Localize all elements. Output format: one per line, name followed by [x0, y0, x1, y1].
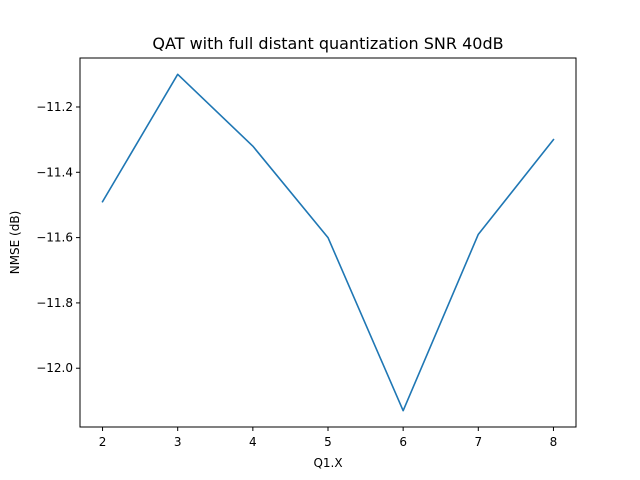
series-layer	[101, 73, 555, 412]
ticks-layer: 2 3 4 5 6 7 8 −11.2 −11.4 −11.6 −11.8 −12.0	[36, 100, 557, 449]
y-tick-label: −11.8	[36, 296, 73, 310]
x-tick-label: 6	[399, 435, 407, 449]
y-tick-label: −11.2	[36, 100, 73, 114]
y-tick-label: −11.6	[36, 231, 73, 245]
x-tick-label: 3	[174, 435, 182, 449]
y-tick-label: −11.4	[36, 165, 73, 179]
series-line-0	[101, 73, 555, 412]
x-tick-label: 2	[99, 435, 107, 449]
x-tick-label: 8	[550, 435, 558, 449]
axes-frame	[79, 57, 577, 428]
x-tick-label: 7	[474, 435, 482, 449]
y-axis-label: NMSE (dB)	[8, 211, 22, 275]
x-tick-label: 5	[324, 435, 332, 449]
chart-title: QAT with full distant quantization SNR 4…	[152, 34, 503, 53]
y-tick-label: −12.0	[36, 361, 73, 375]
x-axis-label: Q1.X	[313, 456, 342, 470]
x-tick-label: 4	[249, 435, 257, 449]
